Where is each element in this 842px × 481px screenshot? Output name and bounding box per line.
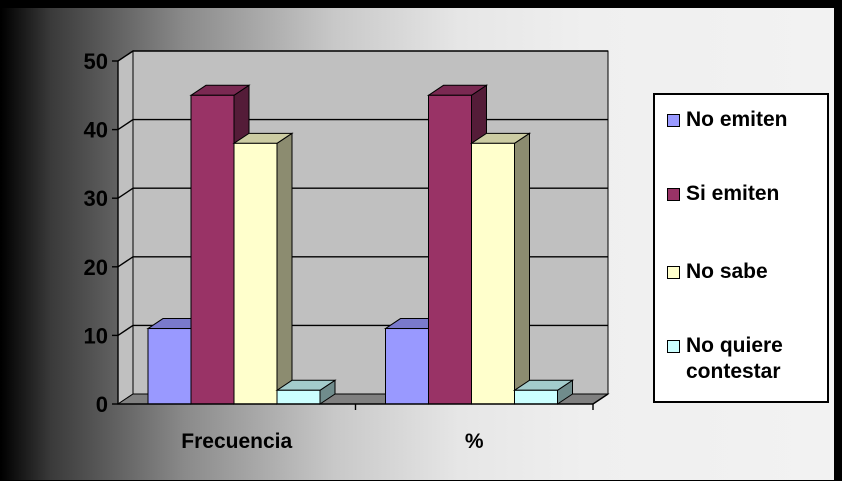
bar-front	[190, 94, 235, 405]
axis-labels: 0 10 20 30 40 50 Frecuencia%	[84, 49, 484, 453]
legend-label-no-quiere-line2: contestar	[686, 360, 781, 383]
legend-swatch-si-emiten	[667, 188, 680, 201]
legend-label-no-quiere-line1: No quiere	[686, 334, 783, 357]
legend-swatch-no-emiten	[667, 114, 680, 127]
y-tick-label: 40	[84, 118, 108, 143]
x-category-label: %	[465, 430, 484, 453]
y-tick-label: 30	[84, 186, 108, 211]
gridline	[117, 50, 608, 62]
bar-front	[514, 389, 558, 405]
bar-front	[471, 142, 515, 405]
bar	[512, 379, 575, 405]
legend-label-no-emiten: No emiten	[686, 108, 788, 131]
y-tick-label: 10	[84, 323, 108, 348]
bar-front	[428, 94, 472, 405]
y-tick-label: 20	[84, 255, 108, 280]
legend-swatch-no-quiere-contestar	[667, 340, 680, 353]
legend-label-no-sabe: No sabe	[686, 260, 768, 283]
legend-label-si-emiten: Si emiten	[686, 182, 780, 205]
y-tick-label: 50	[84, 49, 108, 74]
axes	[112, 60, 609, 410]
bar-front	[233, 142, 278, 405]
bar	[232, 132, 294, 405]
bar-front	[147, 328, 192, 405]
bar	[469, 132, 532, 405]
bar	[275, 379, 337, 405]
bar-front	[276, 389, 321, 405]
side-wall	[117, 50, 134, 405]
bars	[146, 84, 575, 405]
bar-side	[514, 132, 530, 405]
legend: No emiten Si emiten No sabe No quiere co…	[653, 93, 829, 403]
x-category-label: Frecuencia	[181, 430, 292, 453]
y-tick-label: 0	[96, 392, 108, 417]
legend-swatch-no-sabe	[667, 266, 680, 279]
floor-edge	[592, 393, 609, 405]
bar-front	[385, 328, 429, 405]
bar-side	[276, 132, 293, 405]
